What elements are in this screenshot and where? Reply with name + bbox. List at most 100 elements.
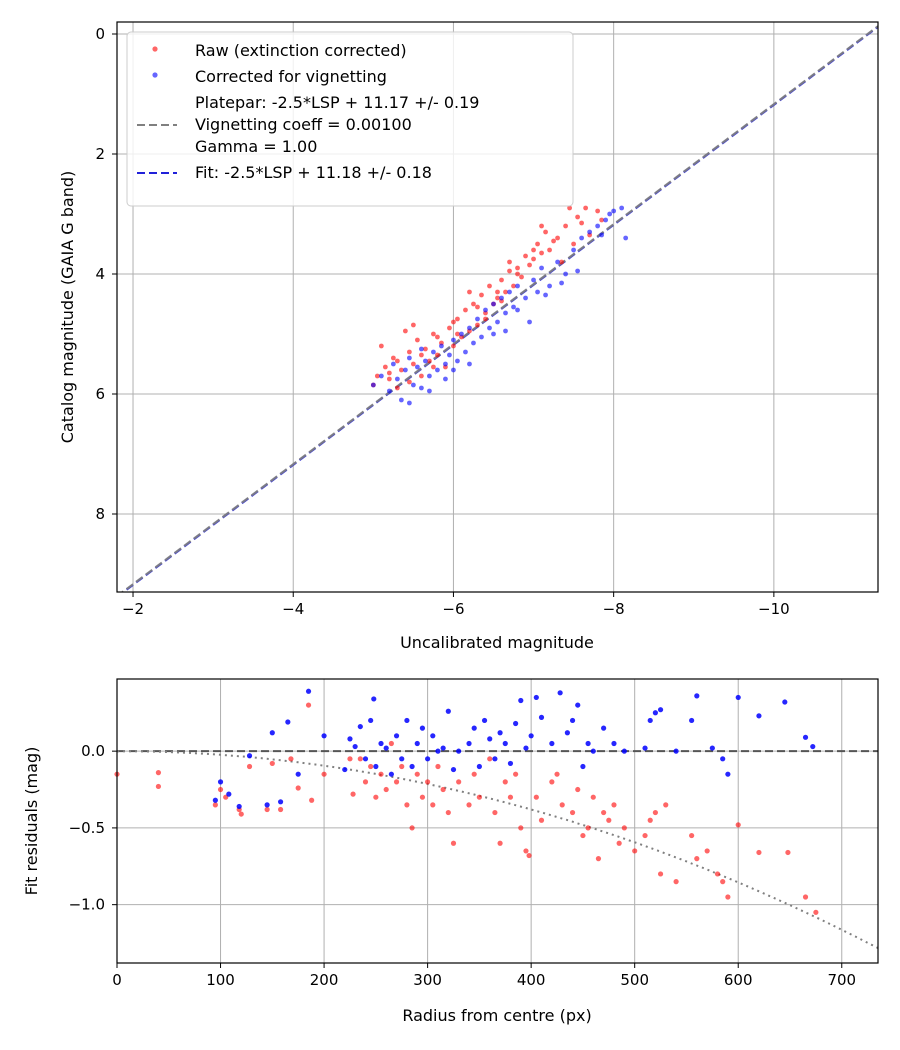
raw-point: [406, 379, 412, 385]
raw-point: [386, 370, 392, 376]
raw-residual-point: [632, 848, 638, 854]
raw-point: [435, 352, 440, 358]
corrected-point: [579, 235, 585, 241]
raw-point: [479, 292, 484, 298]
raw-point: [543, 229, 548, 235]
top-axes-frame: [116, 21, 879, 593]
legend-box: [126, 31, 574, 207]
top-reference-lines: [120, 25, 878, 592]
raw-residual-point: [616, 840, 622, 846]
corrected-point: [402, 367, 408, 373]
corrected-point: [406, 400, 412, 406]
corrected-residual-point: [378, 740, 384, 747]
bottom-x-tick-label: 200: [310, 971, 339, 989]
raw-residual-point: [393, 779, 400, 785]
corrected-residual-point: [466, 740, 472, 747]
legend-corrected-marker: [152, 72, 158, 78]
raw-point: [575, 214, 581, 220]
corrected-point: [559, 280, 564, 286]
corrected-residual-point: [409, 763, 415, 770]
bottom-y-tick-label: −1.0: [69, 896, 105, 914]
raw-residual-point: [155, 783, 162, 790]
raw-point: [378, 343, 384, 349]
corrected-residual-point: [481, 717, 488, 724]
top-x-tick-label: −2: [122, 600, 144, 618]
raw-residual-point: [368, 763, 374, 770]
raw-point: [406, 349, 412, 355]
top-x-tick-label: −4: [282, 600, 304, 618]
raw-point: [499, 277, 504, 283]
raw-residual-point: [212, 802, 218, 808]
corrected-point: [483, 307, 488, 313]
raw-residual-point: [347, 756, 353, 762]
raw-residual-point: [725, 894, 731, 900]
raw-residual-point: [476, 794, 482, 800]
corrected-residual-point: [497, 730, 503, 736]
corrected-point: [487, 325, 492, 331]
raw-residual-point: [559, 802, 565, 808]
raw-residual-point: [430, 802, 436, 808]
raw-point: [419, 352, 424, 358]
corrected-residual-point: [368, 717, 374, 724]
corrected-residual-point: [373, 763, 379, 770]
corrected-residual-point: [236, 803, 242, 810]
bottom-y-tick-label: −0.5: [69, 819, 105, 837]
corrected-point: [503, 328, 508, 334]
raw-point: [386, 376, 392, 382]
raw-point: [394, 358, 400, 364]
raw-residual-point: [238, 811, 244, 817]
corrected-point: [455, 358, 460, 364]
raw-point: [463, 307, 468, 313]
corrected-point: [507, 289, 512, 295]
corrected-point: [419, 346, 424, 352]
raw-residual-point: [305, 702, 312, 708]
raw-point: [382, 364, 388, 370]
corrected-point: [419, 385, 424, 391]
raw-point: [471, 301, 476, 307]
raw-point: [511, 283, 516, 289]
raw-residual-point: [155, 770, 162, 776]
corrected-residual-point: [430, 733, 436, 739]
corrected-residual-point: [347, 736, 353, 742]
raw-residual-point: [735, 822, 741, 828]
raw-point: [559, 259, 564, 265]
bottom-y-tick-label: 0.0: [81, 742, 105, 760]
corrected-point: [503, 310, 508, 316]
raw-residual-point: [502, 779, 508, 785]
raw-residual-point: [785, 849, 791, 856]
bottom-x-tick-label: 300: [413, 971, 442, 989]
corrected-residual-point: [756, 713, 762, 719]
corrected-residual-point: [720, 756, 726, 762]
corrected-point: [463, 349, 468, 355]
raw-point: [431, 331, 436, 337]
corrected-residual-point: [393, 733, 400, 739]
corrected-residual-point: [246, 753, 253, 759]
corrected-residual-point: [277, 799, 284, 805]
raw-residual-point: [466, 802, 472, 808]
top-y-tick-label: 0: [95, 25, 105, 43]
raw-residual-point: [513, 771, 519, 777]
corrected-residual-point: [357, 723, 363, 730]
corrected-point: [523, 295, 528, 301]
raw-point: [523, 253, 528, 259]
platepar-line: [120, 25, 878, 592]
legend-platepar-label: Gamma = 1.00: [195, 137, 317, 156]
corrected-point: [499, 295, 504, 301]
corrected-residual-point: [226, 791, 232, 797]
raw-residual-point: [595, 856, 602, 862]
top-y-axis-label: Catalog magnitude (GAIA G band): [58, 171, 77, 443]
raw-residual-point: [704, 848, 710, 854]
corrected-point: [467, 325, 472, 331]
raw-residual-point: [533, 794, 539, 800]
raw-residual-point: [756, 849, 762, 856]
corrected-residual-point: [414, 740, 420, 747]
raw-point: [527, 262, 532, 268]
corrected-residual-point: [399, 756, 405, 762]
corrected-point: [370, 382, 376, 388]
corrected-point: [587, 229, 593, 235]
raw-point: [487, 283, 492, 289]
raw-residual-point: [419, 794, 426, 800]
raw-residual-point: [507, 794, 514, 800]
corrected-residual-point: [507, 760, 514, 767]
corrected-point: [443, 376, 448, 382]
